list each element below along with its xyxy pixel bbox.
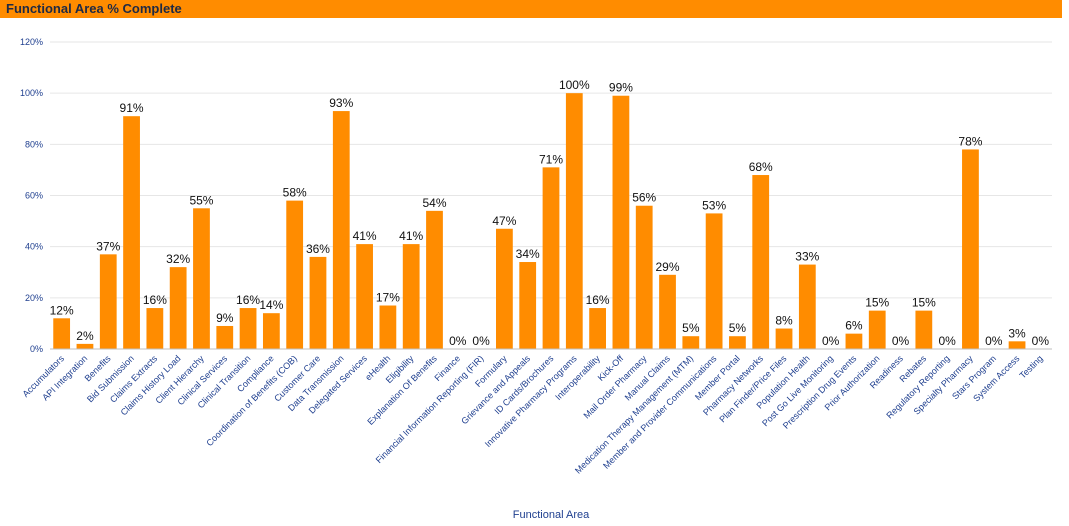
x-category-label: Testing [1018,353,1045,380]
bar [53,318,71,349]
bar [1008,341,1026,349]
data-label: 16% [236,293,260,307]
y-tick-label: 80% [25,139,43,149]
data-label: 71% [539,152,563,166]
bar [262,313,280,349]
bar [915,310,933,349]
data-label: 15% [865,296,889,310]
bar [169,267,187,349]
data-label: 5% [682,321,700,335]
bar [286,200,304,349]
data-label: 14% [259,298,283,312]
data-label: 0% [449,334,467,348]
bar [239,308,257,349]
bar [542,167,560,349]
data-label: 93% [329,96,353,110]
bar [123,116,140,349]
data-label: 2% [76,329,94,343]
data-label: 41% [353,229,377,243]
bar [402,244,420,349]
data-label: 91% [120,101,144,115]
bar [565,93,583,350]
data-label: 99% [609,81,633,95]
x-axis-title: Functional Area [513,509,590,521]
bar [379,305,397,349]
data-label: 0% [985,334,1003,348]
bar [356,244,373,349]
bar [76,343,94,349]
bar [659,274,676,349]
bar [635,205,653,349]
data-label: 0% [822,334,840,348]
chart-title: Functional Area % Complete [6,1,182,16]
bars [53,93,1026,350]
data-label: 0% [472,334,490,348]
y-tick-label: 40% [25,242,43,252]
bar [496,228,513,349]
bar [216,325,234,349]
bar [309,256,327,349]
data-label: 78% [958,134,982,148]
data-label: 5% [729,321,747,335]
data-label: 32% [166,252,190,266]
data-label: 16% [143,293,167,307]
bar [99,254,117,349]
bar [845,333,863,349]
data-label: 3% [1008,326,1026,340]
data-label: 53% [702,198,726,212]
data-label: 12% [50,303,74,317]
chart-header-bar: Functional Area % Complete [0,0,1062,18]
bar [775,328,793,349]
y-tick-label: 120% [20,37,43,47]
bar [705,213,723,349]
y-tick-label: 60% [25,191,43,201]
bar [752,175,770,349]
data-label: 100% [559,78,590,92]
y-tick-label: 100% [20,88,43,98]
data-label: 16% [586,293,610,307]
bar [868,310,886,349]
bar [682,336,700,349]
bar [332,111,350,349]
bar [519,262,537,349]
data-label: 0% [1032,334,1050,348]
data-label: 68% [749,160,773,174]
data-label: 29% [655,260,679,274]
data-label: 0% [892,334,910,348]
data-label: 9% [216,311,234,325]
data-label: 0% [938,334,956,348]
bar [962,149,979,349]
data-label: 37% [96,239,120,253]
bar [193,208,210,349]
data-label: 58% [283,186,307,200]
data-label: 8% [775,314,793,328]
data-label: 41% [399,229,423,243]
y-tick-label: 20% [25,293,43,303]
data-label: 54% [422,196,446,210]
data-label: 56% [632,191,656,205]
data-label: 15% [912,296,936,310]
data-label: 33% [795,250,819,264]
data-label: 34% [516,247,540,261]
bar [146,308,164,349]
bar [426,210,443,349]
data-label: 6% [845,319,863,333]
data-label: 55% [189,193,213,207]
data-label: 47% [492,214,516,228]
bar [612,95,630,349]
y-axis-ticks: 0% 20% 40% 60% 80% 100% 120% [20,37,43,354]
data-label: 36% [306,242,330,256]
bar [729,336,746,349]
y-tick-label: 0% [30,344,43,354]
bar [798,264,816,349]
bar [589,308,606,349]
data-label: 17% [376,291,400,305]
data-labels: 12%2%37%91%16%32%55%9%16% 14%58%36%93%41%… [50,78,1050,348]
